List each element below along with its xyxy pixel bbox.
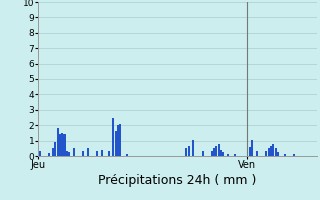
Bar: [270, 146, 272, 156]
Bar: [265, 151, 267, 156]
Bar: [61, 133, 63, 156]
Bar: [218, 144, 220, 156]
Bar: [59, 134, 61, 156]
Bar: [96, 151, 98, 156]
Bar: [39, 151, 41, 156]
Bar: [202, 151, 204, 156]
Bar: [117, 125, 119, 156]
Bar: [82, 151, 84, 156]
Bar: [112, 117, 114, 156]
Bar: [272, 144, 274, 156]
Bar: [277, 152, 279, 156]
Bar: [119, 124, 121, 156]
Bar: [115, 131, 116, 156]
Bar: [126, 154, 128, 156]
Bar: [87, 148, 89, 156]
Bar: [63, 134, 66, 156]
Bar: [54, 142, 56, 156]
Bar: [256, 151, 258, 156]
Bar: [66, 151, 68, 156]
Bar: [293, 154, 295, 156]
Bar: [48, 153, 50, 156]
Bar: [73, 148, 75, 156]
X-axis label: Précipitations 24h ( mm ): Précipitations 24h ( mm ): [99, 174, 257, 187]
Bar: [249, 147, 251, 156]
Bar: [100, 150, 103, 156]
Bar: [252, 140, 253, 156]
Bar: [215, 146, 218, 156]
Bar: [234, 154, 236, 156]
Bar: [52, 148, 54, 156]
Bar: [213, 148, 215, 156]
Bar: [108, 151, 109, 156]
Bar: [188, 146, 190, 156]
Bar: [211, 151, 213, 156]
Bar: [227, 154, 229, 156]
Bar: [284, 154, 286, 156]
Bar: [222, 152, 224, 156]
Bar: [220, 150, 222, 156]
Bar: [185, 148, 187, 156]
Bar: [192, 140, 194, 156]
Bar: [57, 128, 59, 156]
Bar: [68, 152, 70, 156]
Bar: [275, 148, 276, 156]
Bar: [268, 148, 270, 156]
